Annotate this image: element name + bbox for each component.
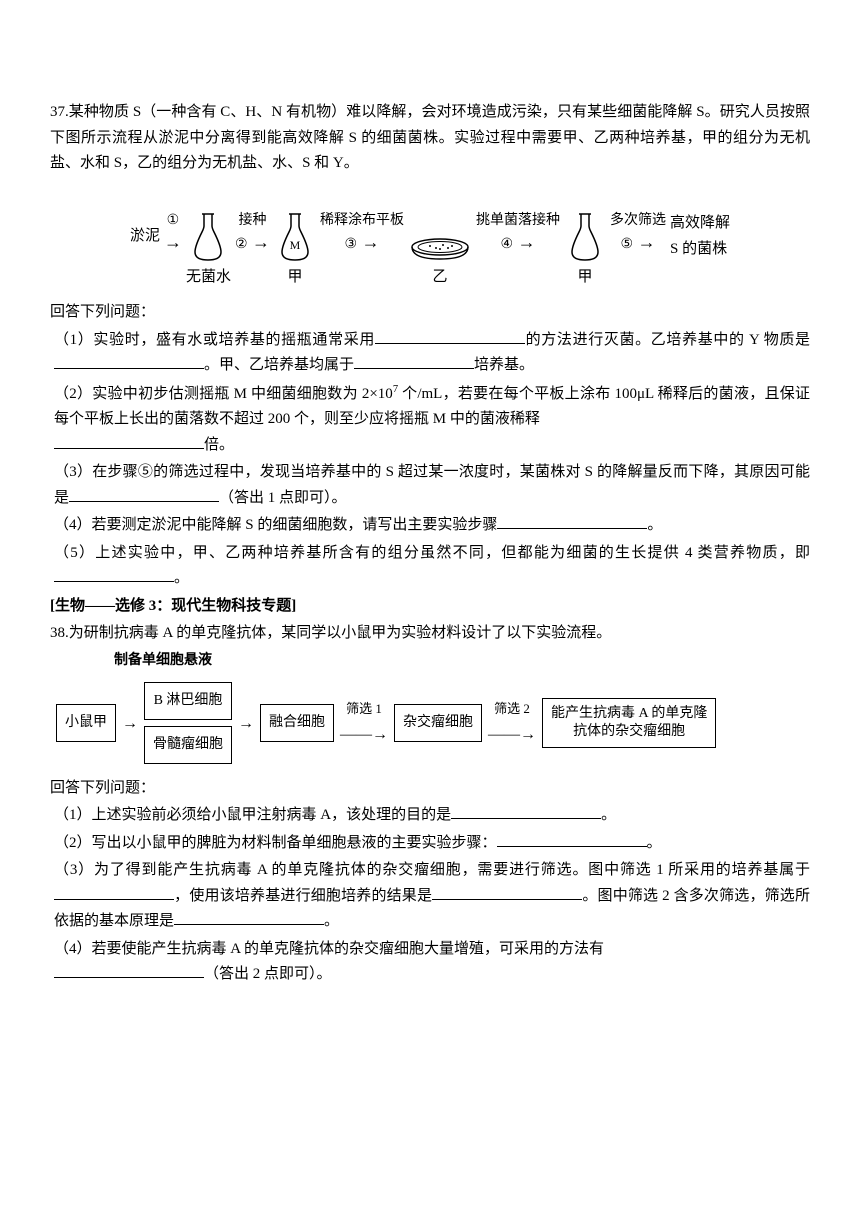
- q38-p3: （3）为了得到能产生抗病毒 A 的单克隆抗体的杂交瘤细胞，需要进行筛选。图中筛选…: [50, 858, 810, 935]
- box-result: 能产生抗病毒 A 的单克隆 抗体的杂交瘤细胞: [542, 698, 716, 748]
- blank: [54, 885, 174, 900]
- q37-number: 37.: [50, 104, 69, 120]
- petri-icon: [408, 211, 472, 263]
- section-header: [生物——选修 3：现代生物科技专题]: [50, 594, 810, 620]
- blank: [432, 885, 582, 900]
- stage2-label: 甲: [288, 265, 303, 291]
- blank: [54, 354, 204, 369]
- q37-answer-heading: 回答下列问题：: [50, 300, 810, 326]
- split-arrows: →: [122, 710, 138, 737]
- blank: [54, 434, 204, 449]
- q38-answer-heading: 回答下列问题：: [50, 776, 810, 802]
- filter1-label: 筛选 1: [346, 698, 382, 720]
- box-mouse: 小鼠甲: [56, 704, 116, 742]
- arrow-icon: →: [164, 233, 182, 251]
- q37-p5: （5）上述实验中，甲、乙两种培养基所含有的组分虽然不同，但都能为细菌的生长提供 …: [50, 541, 810, 592]
- box-bcell: B 淋巴细胞: [144, 682, 232, 720]
- stage4-label: 甲: [578, 265, 593, 291]
- q38-p1: （1）上述实验前必须给小鼠甲注射病毒 A，该处理的目的是。: [50, 803, 810, 829]
- flask-icon: [187, 211, 229, 263]
- arrow-icon: ——→: [488, 721, 536, 748]
- blank: [497, 514, 647, 529]
- q38-diagram: 小鼠甲 → B 淋巴细胞 骨髓瘤细胞 → 融合细胞 筛选 1 ——→ 杂交瘤细胞…: [56, 682, 810, 764]
- arrow-icon: →: [238, 710, 254, 737]
- end-line2: S 的菌株: [670, 237, 730, 263]
- blank: [174, 910, 324, 925]
- end-line1: 高效降解: [670, 211, 730, 237]
- arrow-1-num: ①: [167, 209, 180, 233]
- q37-p1: （1）实验时，盛有水或培养基的摇瓶通常采用的方法进行灭菌。乙培养基中的 Y 物质…: [50, 328, 810, 379]
- stage3-label: 乙: [433, 265, 448, 291]
- prep-label: 制备单细胞悬液: [114, 649, 810, 673]
- start-label: 淤泥: [130, 211, 160, 263]
- arrow-icon: ——→: [340, 721, 388, 748]
- box-hybridoma: 杂交瘤细胞: [394, 704, 482, 742]
- q37-diagram: 淤泥 ① → 无菌水 接种 ② → M 甲: [50, 189, 810, 291]
- blank: [69, 487, 219, 502]
- q37-intro: 37.某种物质 S（一种含有 C、H、N 有机物）难以降解，会对环境造成污染，只…: [50, 100, 810, 177]
- blank: [375, 329, 525, 344]
- q38-p4: （4）若要使能产生抗病毒 A 的单克隆抗体的杂交瘤细胞大量增殖，可采用的方法有（…: [50, 937, 810, 988]
- blank: [54, 567, 174, 582]
- stage1-label: 无菌水: [186, 265, 231, 291]
- box-myeloma: 骨髓瘤细胞: [144, 726, 232, 764]
- q38-number: 38.: [50, 625, 69, 641]
- filter2-label: 筛选 2: [494, 698, 530, 720]
- flask-icon: M: [274, 211, 316, 263]
- blank: [54, 963, 204, 978]
- q37-p3: （3）在步骤⑤的筛选过程中，发现当培养基中的 S 超过某一浓度时，某菌株对 S …: [50, 460, 810, 511]
- q38-intro: 38.为研制抗病毒 A 的单克隆抗体，某同学以小鼠甲为实验材料设计了以下实验流程…: [50, 621, 810, 647]
- blank: [354, 354, 474, 369]
- svg-text:M: M: [290, 238, 301, 252]
- blank: [497, 832, 647, 847]
- box-fused: 融合细胞: [260, 704, 334, 742]
- q38-p2: （2）写出以小鼠甲的脾脏为材料制备单细胞悬液的主要实验步骤：。: [50, 831, 810, 857]
- blank: [451, 804, 601, 819]
- flask-icon: [564, 211, 606, 263]
- q37-p4: （4）若要测定淤泥中能降解 S 的细菌细胞数，请写出主要实验步骤。: [50, 513, 810, 539]
- q37-p2: （2）实验中初步估测摇瓶 M 中细菌细胞数为 2×107 个/mL，若要在每个平…: [50, 381, 810, 459]
